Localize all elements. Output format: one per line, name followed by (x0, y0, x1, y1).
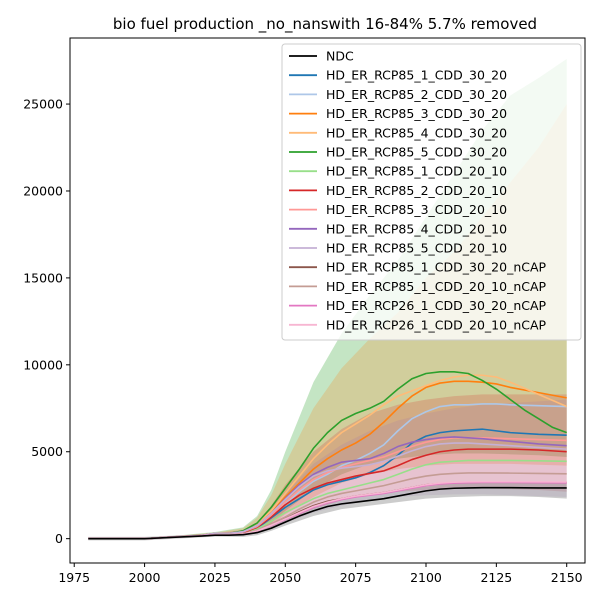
x-axis: 1975 2000 2025 2050 2075 2100 2125 2150 (58, 563, 583, 585)
legend-label: HD_ER_RCP26_1_CDD_30_20_nCAP (326, 298, 547, 313)
chart-title: bio fuel production _no_nanswith 16-84% … (113, 15, 537, 34)
legend-label: HD_ER_RCP26_1_CDD_20_10_nCAP (326, 317, 547, 332)
y-tick-label: 0 (55, 531, 63, 546)
x-tick-label: 2125 (480, 570, 512, 585)
legend-label: HD_ER_RCP85_1_CDD_20_10 (326, 164, 507, 179)
y-tick-label: 25000 (23, 97, 63, 112)
legend-label: HD_ER_RCP85_4_CDD_20_10 (326, 221, 507, 236)
uncertainty-band-3 (88, 394, 567, 539)
plot-frame (69, 37, 586, 564)
legend-label: HD_ER_RCP85_3_CDD_30_20 (326, 106, 507, 121)
y-tick-label: 20000 (23, 183, 63, 198)
legend-label: NDC (326, 49, 354, 64)
y-axis: 0 5000 10000 15000 20000 25000 (23, 97, 70, 546)
uncertainty-bands (88, 58, 567, 541)
y-tick-label: 5000 (31, 444, 63, 459)
legend-label: HD_ER_RCP85_3_CDD_20_10 (326, 202, 507, 217)
y-tick-label: 10000 (23, 357, 63, 372)
uncertainty-band-1 (88, 58, 567, 539)
x-tick-label: 2150 (551, 570, 583, 585)
x-tick-label: 2050 (269, 570, 301, 585)
x-tick-label: 2100 (410, 570, 442, 585)
legend-label: HD_ER_RCP85_5_CDD_20_10 (326, 241, 507, 256)
legend-label: HD_ER_RCP85_1_CDD_30_20_nCAP (326, 260, 547, 275)
y-tick-label: 15000 (23, 270, 63, 285)
legend: NDC HD_ER_RCP85_1_CDD_30_20 HD_ER_RCP85_2_… (281, 43, 582, 341)
legend-label: HD_ER_RCP85_4_CDD_30_20 (326, 125, 507, 140)
x-tick-label: 2075 (340, 570, 372, 585)
x-tick-label: 2000 (129, 570, 161, 585)
series-line-1 (88, 486, 567, 540)
legend-label: HD_ER_RCP85_1_CDD_30_20 (326, 68, 507, 83)
uncertainty-band-2 (88, 104, 567, 539)
legend-label: HD_ER_RCP85_5_CDD_30_20 (326, 145, 507, 160)
uncertainty-band-4 (88, 399, 567, 539)
legend-label: HD_ER_RCP85_1_CDD_20_10_nCAP (326, 279, 547, 294)
legend-label: HD_ER_RCP85_2_CDD_30_20 (326, 87, 507, 102)
series-line-11 (88, 442, 567, 540)
uncertainty-band-5 (88, 483, 567, 541)
legend-label: HD_ER_RCP85_2_CDD_20_10 (326, 183, 507, 198)
x-tick-label: 2025 (199, 570, 231, 585)
series-lines (88, 370, 568, 540)
x-tick-label: 1975 (58, 570, 90, 585)
legend-box (281, 43, 582, 341)
